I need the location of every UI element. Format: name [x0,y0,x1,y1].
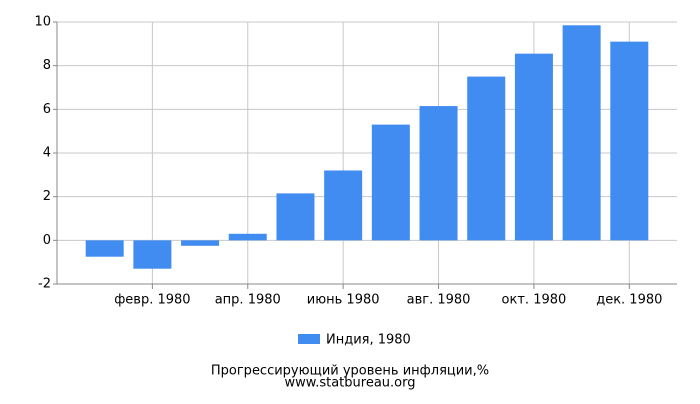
x-tick-label: окт. 1980 [502,293,567,308]
bar [610,41,649,241]
bar [181,240,220,246]
source: www.statbureau.org [285,376,416,391]
x-tick-label: авг. 1980 [407,293,471,308]
bar [514,53,553,241]
y-tick-label: 10 [34,15,51,30]
x-tick-label: июнь 1980 [307,293,380,308]
bar [133,240,172,269]
y-tick-label: 8 [43,58,51,73]
x-tick-label: апр. 1980 [215,293,281,308]
bar [371,124,410,241]
y-tick-label: -2 [38,277,51,292]
x-tick-label: февр. 1980 [114,293,190,308]
bar [419,106,458,241]
y-tick-label: 4 [43,146,51,161]
bar [562,25,601,241]
bar [324,170,363,241]
y-tick-label: 0 [43,233,51,248]
chart-title: Прогрессирующий уровень инфляции,% [211,364,489,379]
y-tick-label: 6 [43,102,51,117]
legend-swatch [298,334,320,344]
legend-label: Индия, 1980 [326,333,411,348]
bar [85,240,124,257]
bar [467,76,506,241]
y-tick-label: 2 [43,189,51,204]
x-tick-label: дек. 1980 [596,293,662,308]
bar [276,193,315,241]
bar [228,233,267,241]
